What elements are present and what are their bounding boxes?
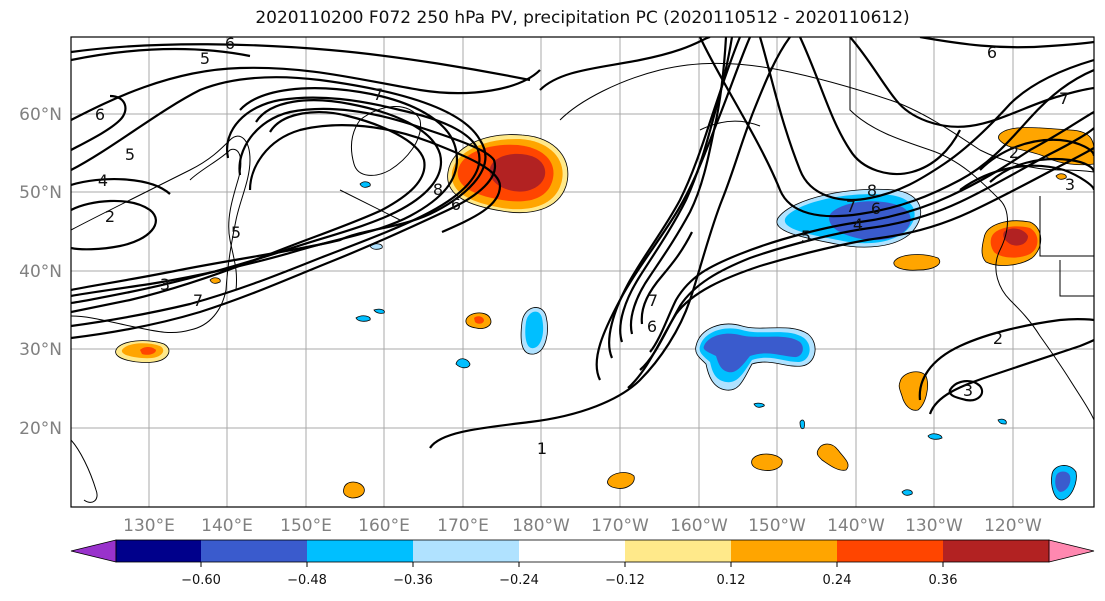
colorbar-segment: [116, 540, 202, 562]
colorbar-segment: [943, 540, 1050, 562]
lon-label: 150°E: [280, 516, 332, 536]
lat-label: 40°N: [19, 262, 62, 282]
latitude-labels: 60°N 50°N 40°N 30°N 20°N: [19, 105, 62, 439]
colorbar-segment: [307, 540, 414, 562]
colorbar-segment: [837, 540, 944, 562]
contour-label: 2: [1009, 143, 1019, 162]
contour-labels: 6 5 6 5 4 2 3 7 7 8 6 5 1 6 7 6 8 7 5 4 …: [95, 34, 1075, 458]
colorbar: −0.60 −0.48 −0.36 −0.24 −0.12 0.12 0.24 0.36: [70, 539, 1095, 588]
lon-label: 130°E: [123, 516, 175, 536]
contour-label: 6: [451, 195, 461, 214]
contour-label: 6: [647, 317, 657, 336]
contour-label: 5: [801, 227, 811, 246]
lon-label: 140°W: [827, 516, 885, 536]
lat-label: 30°N: [19, 340, 62, 360]
lat-label: 20°N: [19, 419, 62, 439]
contour-label: 2: [105, 207, 115, 226]
contour-label: 3: [963, 381, 973, 400]
contour-label: 5: [125, 145, 135, 164]
colorbar-segment: [413, 540, 520, 562]
lon-label: 170°E: [437, 516, 489, 536]
contour-label: 7: [648, 291, 658, 310]
lon-label: 170°W: [591, 516, 649, 536]
lon-label: 180°W: [512, 516, 570, 536]
lon-label: 120°W: [984, 516, 1042, 536]
lon-label: 160°W: [670, 516, 728, 536]
colorbar-segment: [625, 540, 732, 562]
contour-label: 7: [846, 197, 856, 216]
contour-label: 8: [867, 181, 877, 200]
colorbar-segment: [201, 540, 308, 562]
lon-label: 150°W: [748, 516, 806, 536]
colorbar-tick-label: −0.12: [605, 573, 645, 588]
colorbar-tick-label: −0.48: [287, 573, 327, 588]
contour-label: 6: [95, 105, 105, 124]
contour-label: 4: [98, 171, 108, 190]
contour-label: 6: [871, 199, 881, 218]
contour-label: 3: [160, 275, 170, 294]
contour-label: 7: [373, 85, 383, 104]
contour-label: 3: [1065, 175, 1075, 194]
chart-title: 2020110200 F072 250 hPa PV, precipitatio…: [255, 8, 910, 28]
lon-label: 160°E: [358, 516, 410, 536]
contour-label: 5: [231, 223, 241, 242]
contour-label: 8: [433, 180, 443, 199]
colorbar-tick-label: −0.60: [181, 573, 221, 588]
contour-label: 1: [537, 439, 547, 458]
colorbar-segment: [731, 540, 838, 562]
contour-label: 7: [193, 291, 203, 310]
lon-label: 130°W: [905, 516, 963, 536]
colorbar-tick-label: −0.24: [499, 573, 539, 588]
colorbar-tick-label: −0.36: [393, 573, 433, 588]
lat-label: 50°N: [19, 183, 62, 203]
colorbar-tick-label: 0.36: [929, 573, 958, 588]
lat-label: 60°N: [19, 105, 62, 125]
map-frame: [70, 36, 1095, 508]
pv-contours: [71, 37, 1094, 449]
lon-label: 140°E: [201, 516, 253, 536]
contour-label: 4: [853, 215, 863, 234]
contour-label: 7: [1059, 89, 1069, 108]
longitude-labels: 130°E 140°E 150°E 160°E 170°E 180°W 170°…: [123, 516, 1042, 536]
colorbar-tick-label: 0.24: [823, 573, 852, 588]
colorbar-tick-label: 0.12: [717, 573, 746, 588]
colorbar-segment: [519, 540, 626, 562]
contour-label: 5: [200, 49, 210, 68]
colorbar-extend-low: [70, 539, 117, 563]
colorbar-extend-high: [1048, 539, 1095, 563]
coastlines: [71, 37, 1094, 503]
contour-label: 6: [225, 34, 235, 53]
contour-label: 6: [987, 43, 997, 62]
contour-label: 2: [993, 329, 1003, 348]
